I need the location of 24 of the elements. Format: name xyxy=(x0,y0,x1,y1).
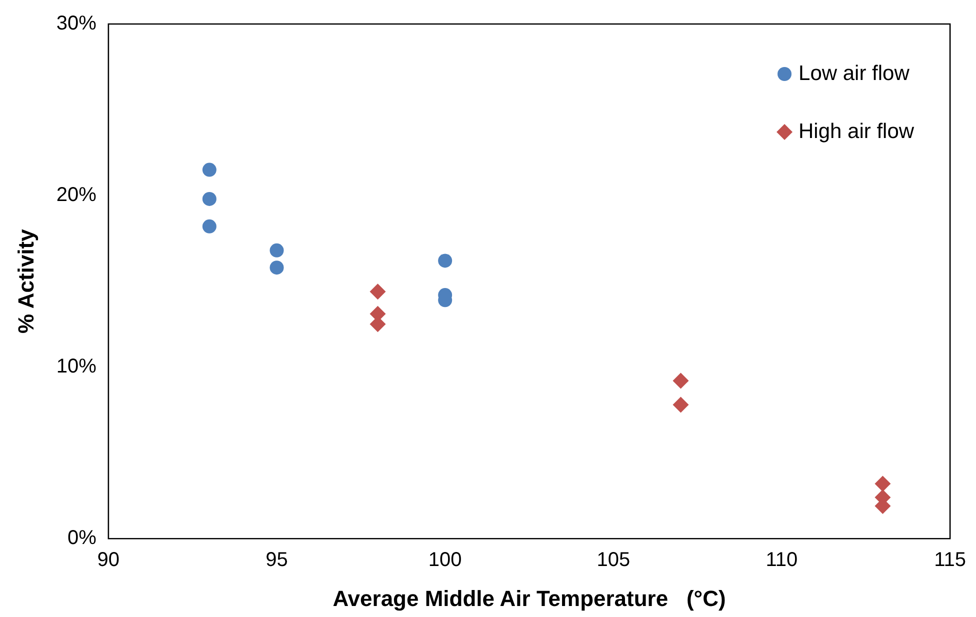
point xyxy=(270,260,284,275)
point xyxy=(202,192,216,206)
y-tick-label: 30% xyxy=(56,12,97,35)
point xyxy=(874,476,891,492)
x-tick-label: 100 xyxy=(428,549,462,572)
y-tick-label: 0% xyxy=(68,527,97,550)
legend-label: High air flow xyxy=(798,120,915,143)
point xyxy=(672,372,689,389)
x-tick-label: 115 xyxy=(934,549,966,572)
x-tick-label: 95 xyxy=(266,549,288,572)
x-axis-title: Average Middle Air Temperature (°C) xyxy=(332,586,726,611)
point xyxy=(202,219,216,234)
x-tick-label: 110 xyxy=(766,549,798,572)
x-tick-label: 90 xyxy=(97,549,120,572)
point xyxy=(438,254,452,268)
point xyxy=(270,243,284,258)
y-axis-title: % Activity xyxy=(13,228,38,334)
y-tick-label: 10% xyxy=(56,356,97,378)
point xyxy=(202,162,216,177)
x-tick-label: 105 xyxy=(596,549,630,572)
y-tick-label: 20% xyxy=(56,184,97,206)
legend-label: Low air flow xyxy=(798,62,910,85)
point xyxy=(672,396,689,413)
point xyxy=(370,284,386,300)
